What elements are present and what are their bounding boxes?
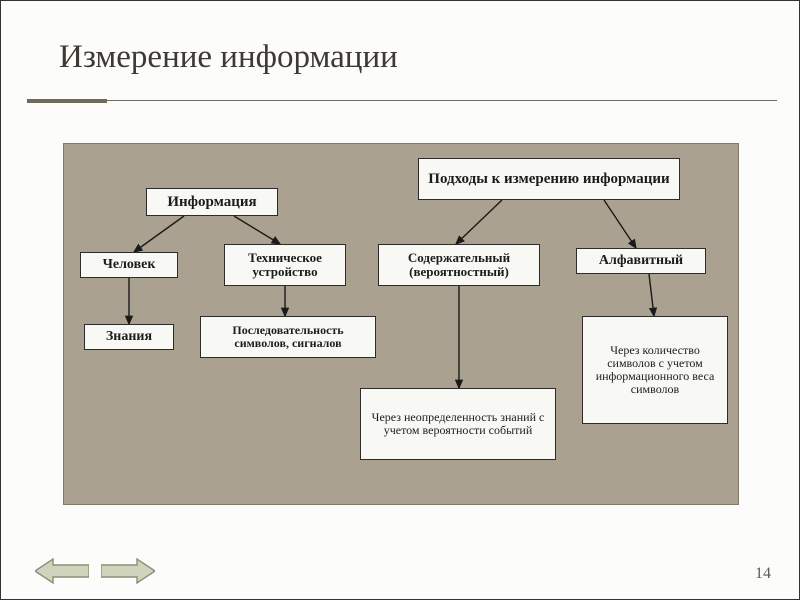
title-rule bbox=[1, 99, 800, 103]
node-alpha: Алфавитный bbox=[576, 248, 706, 274]
node-uncert: Через неопределенность знаний с учетом в… bbox=[360, 388, 556, 460]
next-arrow-button[interactable] bbox=[101, 557, 155, 585]
node-seq: Последовательность символов, сигналов bbox=[200, 316, 376, 358]
flowchart-diagram: Информация Подходы к измерению информации… bbox=[63, 143, 739, 505]
node-approach: Подходы к измерению информации bbox=[418, 158, 680, 200]
node-info: Информация bbox=[146, 188, 278, 216]
node-tech: Техническое устройство bbox=[224, 244, 346, 286]
node-count: Через количество символов с учетом инфор… bbox=[582, 316, 728, 424]
node-content: Содержательный (вероятностный) bbox=[378, 244, 540, 286]
node-human: Человек bbox=[80, 252, 178, 278]
page-number: 14 bbox=[755, 565, 771, 583]
page-title: Измерение информации bbox=[59, 39, 398, 76]
node-knowledge: Знания bbox=[84, 324, 174, 350]
prev-arrow-button[interactable] bbox=[35, 557, 89, 585]
